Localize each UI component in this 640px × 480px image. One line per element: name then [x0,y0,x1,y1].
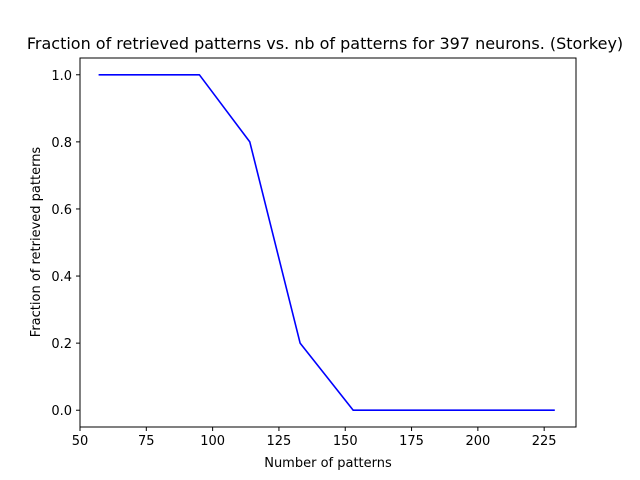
y-tick-label: 0.4 [51,270,72,285]
y-axis: 0.0 0.2 0.4 0.6 0.8 1.0 [51,69,80,419]
x-tick-label: 200 [465,434,490,449]
x-tick-label: 225 [532,434,557,449]
x-tick-label: 175 [399,434,424,449]
y-tick-label: 0.8 [51,136,72,151]
series-layer [98,74,555,412]
y-tick-label: 0.2 [51,337,72,352]
y-tick-label: 0.6 [51,203,72,218]
x-tick-label: 125 [267,434,292,449]
x-tick-label: 50 [72,434,89,449]
plot-area [79,57,577,428]
y-axis-label: Fraction of retrieved patterns [29,147,44,338]
x-axis: 50 75 100 125 150 175 200 225 [72,427,557,449]
x-tick-label: 150 [333,434,358,449]
x-tick-label: 100 [200,434,225,449]
x-tick-label: 75 [138,434,155,449]
x-axis-label: Number of patterns [264,456,392,471]
y-tick-label: 1.0 [51,69,72,84]
series-line [98,74,555,412]
y-tick-label: 0.0 [51,404,72,419]
chart-title: Fraction of retrieved patterns vs. nb of… [27,34,623,53]
